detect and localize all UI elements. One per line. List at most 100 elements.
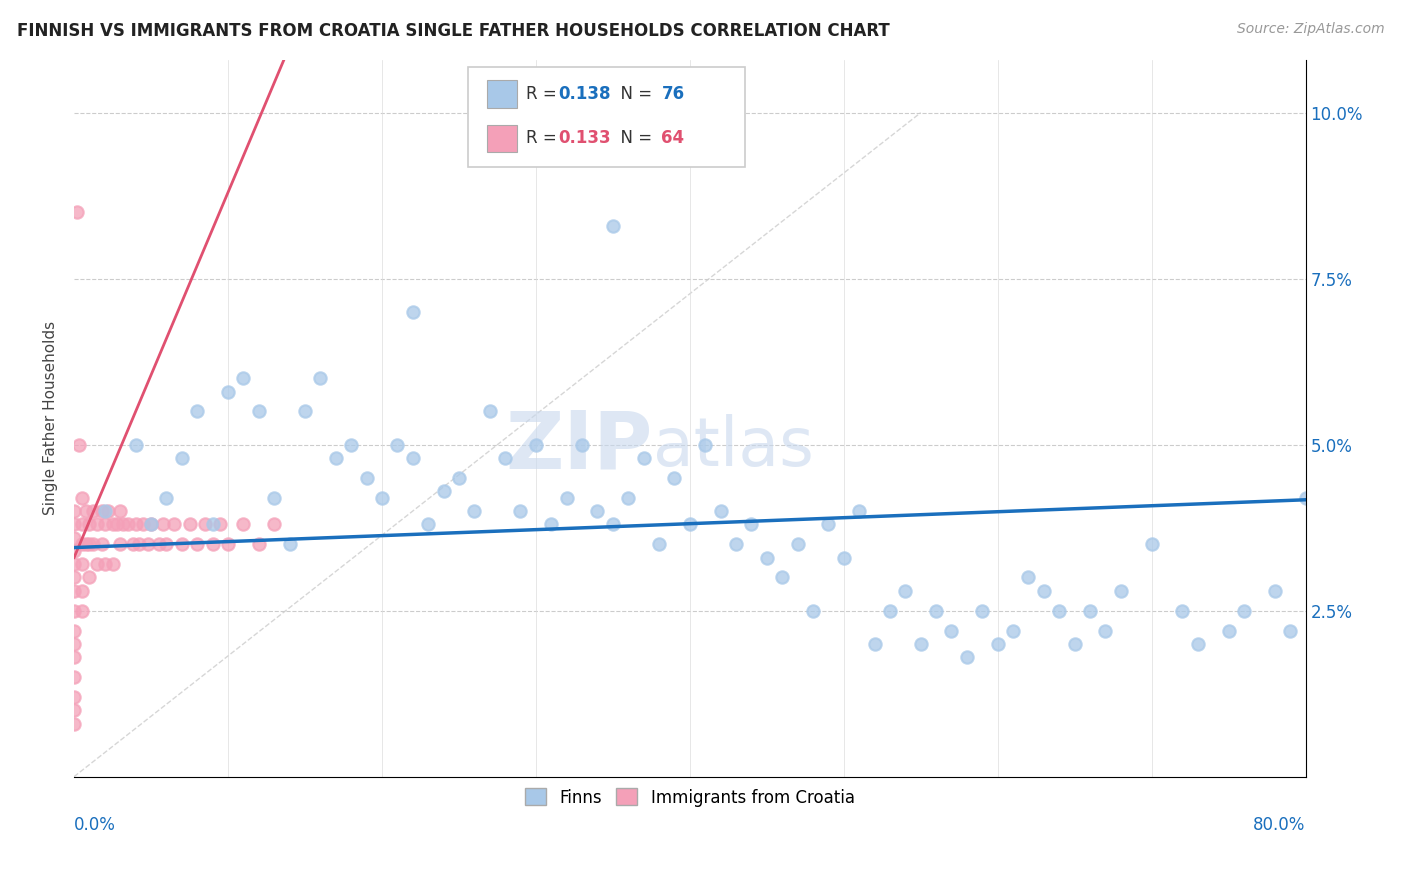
Point bbox=[447, 471, 470, 485]
Point bbox=[63, 583, 86, 598]
Point bbox=[664, 471, 686, 485]
Point bbox=[863, 637, 886, 651]
Point bbox=[90, 504, 112, 518]
Point bbox=[63, 557, 86, 571]
Point bbox=[63, 517, 86, 532]
Point bbox=[294, 404, 316, 418]
Text: 0.138: 0.138 bbox=[558, 85, 610, 103]
Point bbox=[1063, 637, 1085, 651]
Point bbox=[1218, 624, 1240, 638]
Point bbox=[90, 537, 112, 551]
Point bbox=[695, 438, 717, 452]
Point bbox=[79, 570, 101, 584]
Point bbox=[86, 517, 108, 532]
FancyBboxPatch shape bbox=[468, 67, 745, 167]
Point bbox=[586, 504, 609, 518]
Point bbox=[94, 504, 117, 518]
Point bbox=[70, 537, 93, 551]
Point bbox=[1295, 491, 1317, 505]
Point bbox=[217, 537, 239, 551]
Point bbox=[740, 517, 762, 532]
Point bbox=[724, 537, 747, 551]
Point bbox=[402, 305, 425, 319]
Point bbox=[524, 438, 547, 452]
Point bbox=[63, 504, 86, 518]
Point bbox=[75, 504, 97, 518]
Point bbox=[879, 604, 901, 618]
Point bbox=[679, 517, 702, 532]
Text: N =: N = bbox=[610, 85, 657, 103]
Point bbox=[478, 404, 501, 418]
Point bbox=[786, 537, 808, 551]
Point bbox=[910, 637, 932, 651]
Point bbox=[97, 504, 120, 518]
Text: 0.0%: 0.0% bbox=[75, 816, 115, 834]
Point bbox=[817, 517, 839, 532]
Point bbox=[232, 517, 254, 532]
Point bbox=[155, 537, 177, 551]
Point bbox=[136, 537, 159, 551]
Point bbox=[112, 517, 135, 532]
Point bbox=[263, 491, 285, 505]
Point bbox=[1002, 624, 1025, 638]
Point bbox=[63, 637, 86, 651]
Point bbox=[1187, 637, 1209, 651]
Text: 76: 76 bbox=[661, 85, 685, 103]
Point bbox=[633, 450, 655, 465]
Point bbox=[247, 404, 270, 418]
Point bbox=[602, 219, 624, 233]
Point bbox=[101, 557, 124, 571]
Point bbox=[117, 517, 139, 532]
Point bbox=[1094, 624, 1116, 638]
Point bbox=[94, 517, 117, 532]
Point bbox=[402, 450, 425, 465]
Text: 80.0%: 80.0% bbox=[1253, 816, 1306, 834]
Point bbox=[124, 438, 146, 452]
Point bbox=[170, 450, 193, 465]
Point bbox=[894, 583, 917, 598]
Point bbox=[63, 604, 86, 618]
Point bbox=[63, 716, 86, 731]
Point bbox=[70, 491, 93, 505]
Point bbox=[79, 537, 101, 551]
Point bbox=[925, 604, 948, 618]
Point bbox=[1078, 604, 1101, 618]
Point bbox=[1279, 624, 1302, 638]
Point bbox=[463, 504, 485, 518]
Point bbox=[770, 570, 793, 584]
Point bbox=[956, 650, 979, 665]
Point bbox=[418, 517, 440, 532]
Text: R =: R = bbox=[526, 85, 562, 103]
Text: 64: 64 bbox=[661, 129, 685, 147]
Point bbox=[1047, 604, 1070, 618]
Legend: Finns, Immigrants from Croatia: Finns, Immigrants from Croatia bbox=[516, 780, 863, 815]
FancyBboxPatch shape bbox=[486, 80, 517, 108]
Point bbox=[194, 517, 217, 532]
Point bbox=[710, 504, 733, 518]
Text: atlas: atlas bbox=[652, 414, 814, 480]
Point bbox=[509, 504, 531, 518]
Point bbox=[63, 570, 86, 584]
Point bbox=[571, 438, 593, 452]
Point bbox=[94, 557, 117, 571]
Point bbox=[155, 491, 177, 505]
Point bbox=[70, 583, 93, 598]
Point bbox=[105, 517, 128, 532]
Text: Source: ZipAtlas.com: Source: ZipAtlas.com bbox=[1237, 22, 1385, 37]
Point bbox=[186, 404, 208, 418]
Point bbox=[309, 371, 332, 385]
Point bbox=[86, 557, 108, 571]
Point bbox=[217, 384, 239, 399]
Point bbox=[494, 450, 516, 465]
Point bbox=[1264, 583, 1286, 598]
Point bbox=[101, 517, 124, 532]
Point bbox=[1233, 604, 1256, 618]
Point bbox=[617, 491, 640, 505]
Point bbox=[941, 624, 963, 638]
Text: ZIP: ZIP bbox=[506, 408, 652, 486]
Point bbox=[201, 537, 224, 551]
Point bbox=[848, 504, 870, 518]
Point bbox=[63, 544, 86, 558]
FancyBboxPatch shape bbox=[486, 125, 517, 153]
Point bbox=[832, 550, 855, 565]
